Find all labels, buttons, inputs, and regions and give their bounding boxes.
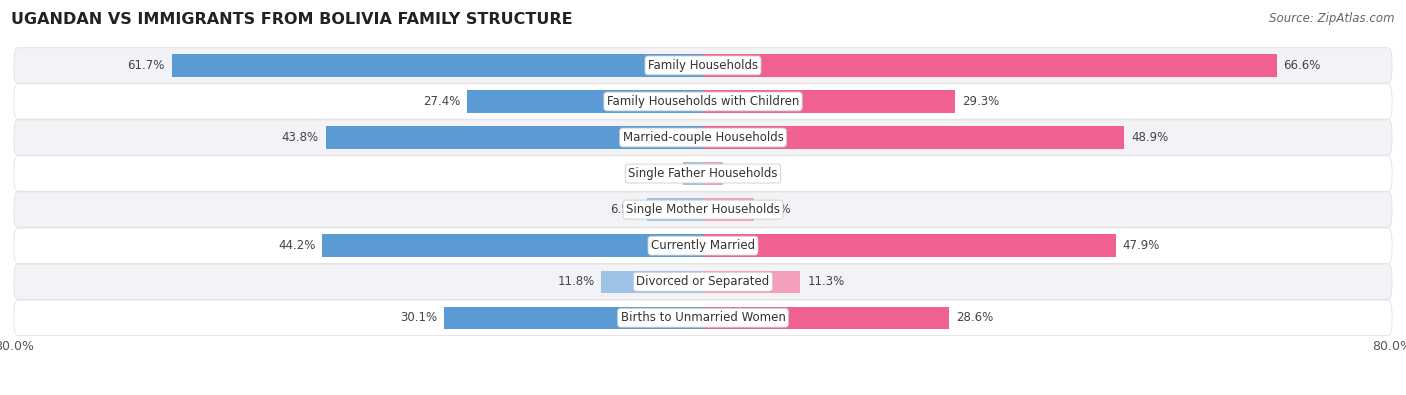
Bar <box>467 90 703 113</box>
Bar <box>322 235 703 257</box>
Text: Family Households: Family Households <box>648 59 758 72</box>
Legend: Ugandan, Immigrants from Bolivia: Ugandan, Immigrants from Bolivia <box>564 393 842 395</box>
Text: 27.4%: 27.4% <box>423 95 460 108</box>
Text: 48.9%: 48.9% <box>1130 131 1168 144</box>
Text: 29.3%: 29.3% <box>962 95 1000 108</box>
Bar <box>703 307 949 329</box>
Bar <box>703 198 754 221</box>
Bar <box>703 90 955 113</box>
Text: 66.6%: 66.6% <box>1284 59 1320 72</box>
Text: 6.5%: 6.5% <box>610 203 640 216</box>
Text: 28.6%: 28.6% <box>956 311 994 324</box>
Bar <box>326 126 703 149</box>
Bar <box>703 235 1115 257</box>
Text: Currently Married: Currently Married <box>651 239 755 252</box>
Text: UGANDAN VS IMMIGRANTS FROM BOLIVIA FAMILY STRUCTURE: UGANDAN VS IMMIGRANTS FROM BOLIVIA FAMIL… <box>11 12 572 27</box>
Text: 11.3%: 11.3% <box>807 275 845 288</box>
Text: 2.3%: 2.3% <box>730 167 759 180</box>
Text: Births to Unmarried Women: Births to Unmarried Women <box>620 311 786 324</box>
Bar <box>647 198 703 221</box>
Text: Family Households with Children: Family Households with Children <box>607 95 799 108</box>
FancyBboxPatch shape <box>14 84 1392 119</box>
FancyBboxPatch shape <box>14 300 1392 335</box>
Text: 30.1%: 30.1% <box>399 311 437 324</box>
Bar <box>703 54 1277 77</box>
Text: 5.9%: 5.9% <box>761 203 790 216</box>
Text: 11.8%: 11.8% <box>557 275 595 288</box>
Text: Divorced or Separated: Divorced or Separated <box>637 275 769 288</box>
Bar <box>602 271 703 293</box>
FancyBboxPatch shape <box>14 228 1392 263</box>
FancyBboxPatch shape <box>14 48 1392 83</box>
FancyBboxPatch shape <box>14 264 1392 299</box>
Bar <box>444 307 703 329</box>
Bar <box>172 54 703 77</box>
Text: Source: ZipAtlas.com: Source: ZipAtlas.com <box>1270 12 1395 25</box>
Text: Single Mother Households: Single Mother Households <box>626 203 780 216</box>
Text: 2.3%: 2.3% <box>647 167 676 180</box>
Text: Single Father Households: Single Father Households <box>628 167 778 180</box>
Text: 47.9%: 47.9% <box>1122 239 1160 252</box>
FancyBboxPatch shape <box>14 192 1392 227</box>
Bar <box>703 271 800 293</box>
FancyBboxPatch shape <box>14 156 1392 191</box>
Text: Married-couple Households: Married-couple Households <box>623 131 783 144</box>
Text: 43.8%: 43.8% <box>281 131 319 144</box>
Bar <box>683 162 703 185</box>
Bar <box>703 162 723 185</box>
Text: 44.2%: 44.2% <box>278 239 315 252</box>
FancyBboxPatch shape <box>14 120 1392 155</box>
Bar <box>703 126 1125 149</box>
Text: 61.7%: 61.7% <box>128 59 165 72</box>
